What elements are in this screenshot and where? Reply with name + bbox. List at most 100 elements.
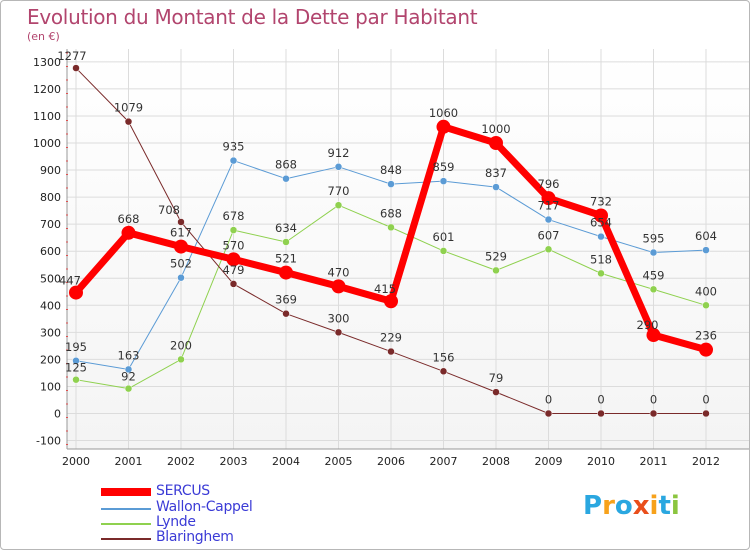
data-label-sercus: 796	[538, 177, 560, 191]
series-point-lynde	[177, 355, 185, 364]
data-label-wallon-cappel: 502	[170, 257, 192, 271]
data-label-blaringhem: 479	[223, 263, 245, 277]
data-label-lynde: 92	[121, 370, 136, 384]
data-label-blaringhem: 229	[380, 331, 402, 345]
series-point-sercus	[331, 279, 346, 294]
x-tick-label: 2003	[220, 455, 248, 468]
x-tick-label: 2001	[115, 455, 143, 468]
logo-letter: t	[658, 491, 671, 521]
data-label-lynde: 529	[485, 249, 507, 263]
data-label-wallon-cappel: 595	[643, 232, 665, 246]
series-point-sercus	[174, 239, 188, 254]
logo-letter: o	[614, 491, 633, 521]
logo-letter: x	[632, 491, 650, 521]
y-tick-label: 200	[40, 353, 61, 366]
series-point-wallon-cappel	[597, 232, 605, 241]
series-point-sercus	[699, 342, 713, 357]
y-tick-label: 100	[40, 380, 61, 393]
logo-letter: i	[649, 491, 659, 521]
legend-swatch-wallon-cappel	[101, 508, 151, 510]
data-label-sercus: 470	[328, 265, 350, 279]
logo-letter: P	[583, 491, 603, 521]
y-tick-label: 1000	[33, 137, 61, 150]
y-tick-label: 1300	[33, 56, 61, 69]
data-label-lynde: 125	[65, 361, 87, 375]
series-point-blaringhem	[649, 409, 658, 418]
data-label-lynde: 518	[590, 252, 612, 266]
data-label-sercus: 290	[637, 318, 659, 332]
data-label-wallon-cappel: 654	[590, 216, 612, 230]
x-tick-label: 2004	[272, 455, 300, 468]
series-point-lynde	[649, 285, 658, 294]
y-tick-label: 0	[54, 408, 61, 421]
data-label-sercus: 521	[275, 252, 297, 266]
series-point-wallon-cappel	[229, 156, 238, 165]
data-label-lynde: 688	[380, 206, 402, 220]
x-tick-label: 2000	[62, 455, 90, 468]
logo-letter: i	[670, 491, 680, 521]
data-label-wallon-cappel: 604	[695, 229, 717, 243]
y-tick-label: 800	[40, 191, 61, 204]
x-tick-label: 2012	[692, 455, 720, 468]
series-point-blaringhem	[334, 328, 343, 337]
series-point-blaringhem	[439, 367, 448, 376]
y-tick-label: 500	[40, 272, 61, 285]
series-point-lynde	[334, 201, 343, 209]
series-point-lynde	[387, 223, 395, 232]
y-tick-label: 700	[40, 218, 61, 231]
series-point-wallon-cappel	[492, 183, 500, 191]
data-label-wallon-cappel: 195	[65, 340, 87, 354]
data-label-sercus: 668	[118, 212, 140, 226]
series-point-sercus	[121, 225, 136, 240]
logo-letter: r	[602, 491, 615, 521]
series-point-blaringhem	[229, 280, 238, 288]
data-label-blaringhem: 300	[328, 311, 350, 325]
data-label-blaringhem: 79	[489, 371, 504, 385]
x-tick-label: 2009	[535, 455, 563, 468]
data-label-lynde: 601	[433, 230, 455, 244]
series-point-sercus	[489, 136, 503, 150]
series-point-wallon-cappel	[124, 365, 133, 374]
data-label-wallon-cappel: 163	[118, 348, 140, 362]
legend-swatch-blaringhem	[101, 538, 151, 540]
data-label-lynde: 634	[275, 221, 297, 235]
series-point-blaringhem	[702, 409, 710, 418]
series-point-wallon-cappel	[72, 357, 80, 365]
data-label-lynde: 607	[538, 228, 560, 242]
series-point-lynde	[597, 269, 605, 278]
x-tick-label: 2008	[482, 455, 510, 468]
x-tick-label: 2011	[640, 455, 668, 468]
data-label-blaringhem: 1079	[114, 101, 143, 115]
x-tick-label: 2002	[167, 455, 195, 468]
data-label-blaringhem: 0	[702, 393, 709, 407]
series-point-lynde	[702, 301, 710, 310]
data-label-blaringhem: 0	[650, 393, 657, 407]
series-point-wallon-cappel	[544, 215, 553, 224]
legend-label-lynde: Lynde	[156, 514, 196, 530]
data-labels: 447 668 617 570 521 470 415 1060 1000 796 732 290 23…	[57, 49, 717, 406]
data-label-blaringhem: 1277	[57, 49, 86, 63]
data-label-sercus: 617	[170, 226, 192, 240]
series-point-blaringhem	[597, 409, 605, 418]
series-point-wallon-cappel	[334, 163, 343, 171]
y-tick-label: 300	[40, 326, 61, 339]
data-label-wallon-cappel: 912	[328, 146, 350, 160]
data-label-blaringhem: 708	[158, 203, 180, 217]
data-label-lynde: 400	[695, 284, 717, 298]
series-point-lynde	[492, 266, 500, 275]
legend-swatch-lynde	[101, 523, 151, 525]
series-point-lynde	[439, 247, 448, 255]
series-point-lynde	[72, 375, 80, 384]
x-tick-label: 2006	[377, 455, 405, 468]
x-tick-label: 2007	[430, 455, 458, 468]
data-label-lynde: 770	[328, 184, 350, 198]
data-label-blaringhem: 0	[597, 393, 604, 407]
data-label-sercus: 447	[59, 274, 81, 288]
data-label-wallon-cappel: 935	[223, 140, 245, 154]
data-label-wallon-cappel: 848	[380, 163, 402, 177]
legend-label-wallon-cappel: Wallon-Cappel	[156, 499, 253, 515]
y-tick-label: 400	[40, 299, 61, 312]
series-point-sercus	[594, 208, 608, 223]
